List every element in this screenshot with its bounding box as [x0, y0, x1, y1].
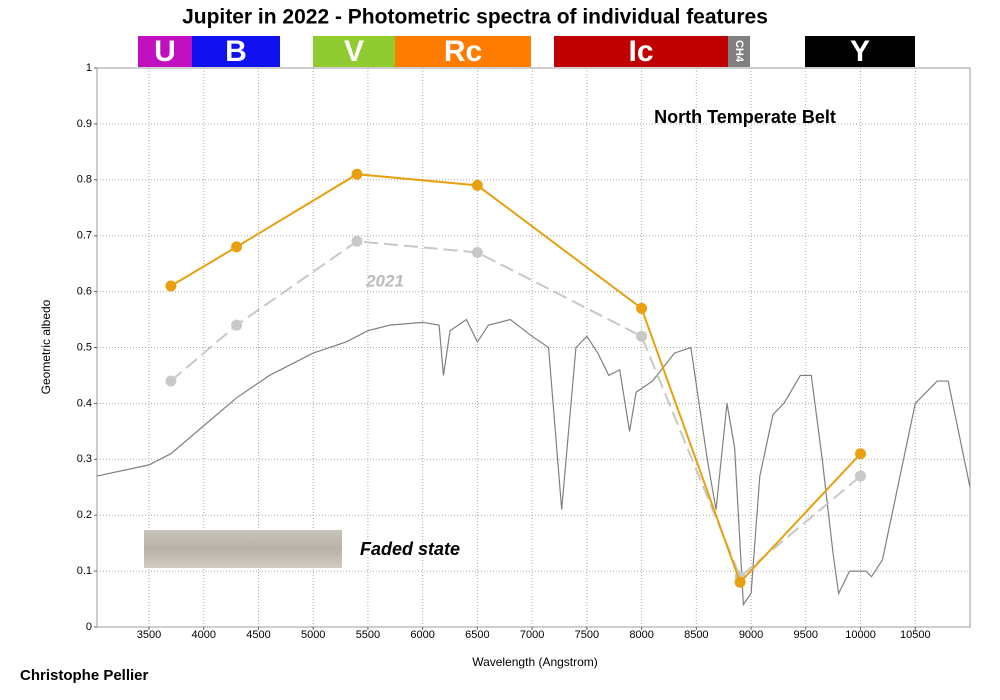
x-tick-label: 8000 — [629, 629, 653, 641]
y-tick-label: 0.1 — [77, 565, 92, 577]
y-tick-label: 0.9 — [77, 118, 92, 130]
y-tick-label: 0.8 — [77, 174, 92, 186]
x-tick-label: 8500 — [684, 629, 708, 641]
filter-label: Rc — [444, 35, 482, 68]
x-tick-label: 10000 — [845, 629, 876, 641]
filter-label: Ic — [628, 35, 653, 68]
x-tick-label: 3500 — [137, 629, 161, 641]
data-point — [231, 319, 243, 331]
filter-band — [192, 36, 280, 67]
x-tick-label: 9500 — [794, 629, 818, 641]
y-tick-label: 0.6 — [77, 286, 92, 298]
data-point — [165, 280, 177, 292]
x-tick-label: 4000 — [191, 629, 215, 641]
data-point — [855, 470, 867, 482]
y-tick-label: 0.7 — [77, 230, 92, 242]
chart-title: Jupiter in 2022 - Photometric spectra of… — [182, 6, 768, 29]
data-point — [471, 179, 483, 191]
x-tick-label: 5000 — [301, 629, 325, 641]
data-line — [96, 318, 971, 607]
filter-label: U — [154, 35, 176, 68]
filter-label: B — [225, 35, 247, 68]
x-tick-label: 7500 — [575, 629, 599, 641]
y-tick-label: 0.5 — [77, 341, 92, 353]
credit: Christophe Pellier — [20, 667, 149, 684]
data-point — [351, 235, 363, 247]
x-tick-label: 5500 — [356, 629, 380, 641]
filter-band — [805, 36, 915, 67]
filter-band — [728, 36, 750, 67]
y-axis-label: Geometric albedo — [39, 299, 53, 394]
filter-band — [554, 36, 728, 67]
x-tick-label: 6500 — [465, 629, 489, 641]
data-point — [351, 168, 363, 180]
data-point — [165, 375, 177, 387]
data-point — [471, 246, 483, 258]
x-tick-label: 10500 — [900, 629, 931, 641]
y-tick-label: 1 — [86, 62, 92, 74]
data-point — [636, 302, 648, 314]
x-tick-label: 9000 — [739, 629, 763, 641]
data-point — [231, 241, 243, 253]
y-tick-label: 0.2 — [77, 509, 92, 521]
y-tick-label: 0.3 — [77, 453, 92, 465]
x-tick-label: 4500 — [246, 629, 270, 641]
filter-band — [138, 36, 192, 67]
x-tick-label: 6000 — [410, 629, 434, 641]
y-tick-label: 0 — [86, 621, 92, 633]
year-annotation: 2021 — [365, 271, 404, 290]
data-point — [734, 576, 746, 588]
y-tick-label: 0.4 — [77, 397, 92, 409]
filter-band — [313, 36, 395, 67]
feature-image — [144, 530, 342, 568]
filter-label: V — [344, 35, 364, 68]
state-annotation: Faded state — [360, 539, 460, 559]
filter-label: CH4 — [733, 40, 745, 63]
x-axis-label: Wavelength (Angstrom) — [472, 655, 598, 669]
filter-band — [395, 36, 531, 67]
x-tick-label: 7000 — [520, 629, 544, 641]
filter-label: Y — [850, 35, 870, 68]
data-point — [636, 330, 648, 342]
data-point — [855, 448, 867, 460]
feature-label: North Temperate Belt — [654, 107, 836, 127]
